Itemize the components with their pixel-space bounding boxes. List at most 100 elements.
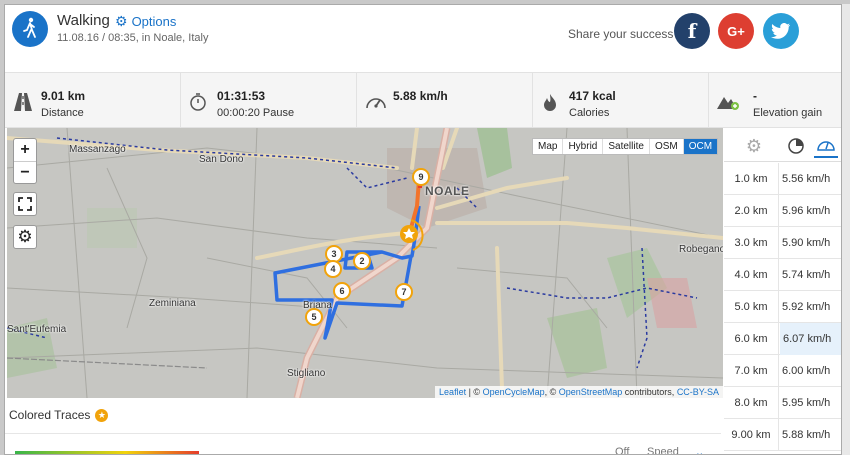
stat-elevation: - Elevation gain [709,73,841,129]
star-icon: ★ [95,408,109,422]
colored-traces-label: Colored Traces [9,408,91,422]
map-marker[interactable]: 5 [305,308,323,326]
stat-label: Elevation gain [753,107,823,119]
zoom-in-button[interactable]: + [20,141,30,158]
options-link[interactable]: ⚙ Options [115,13,176,30]
layer-osm[interactable]: OSM [650,139,684,154]
split-row: 3.0 km 5.90 km/h [724,227,841,259]
openstreetmap-link[interactable]: OpenStreetMap [558,387,623,397]
layer-map[interactable]: Map [533,139,564,154]
layer-ocm[interactable]: OCM [683,139,718,154]
split-row: 9.00 km 5.88 km/h [724,419,841,451]
map-attribution: Leaflet | © OpenCycleMap, © OpenStreetMa… [435,386,723,398]
stat-label: Calories [569,107,610,119]
split-row: 8.0 km 5.95 km/h [724,387,841,419]
layer-switcher: Map Hybrid Satellite OSM OCM [532,138,719,155]
page-scrollbar[interactable] [842,4,850,455]
speedometer-icon [366,98,386,109]
stat-value: - [753,89,757,103]
stats-bar: 9.01 km Distance 01:31:53 00:00:20 Pause… [5,72,841,129]
layer-satellite[interactable]: Satellite [603,139,650,154]
split-row: 5.0 km 5.92 km/h [724,291,841,323]
splits-tabs: ⚙ [724,128,841,162]
map-place-label: Briana [303,300,332,311]
chevron-down-icon[interactable]: ⌄ [695,447,705,455]
split-row: 1.0 km 5.56 km/h [724,163,841,195]
map-place-label: Massanzago [69,144,126,155]
twitter-bird-icon [771,23,791,39]
split-km: 8.0 km [724,387,779,419]
map-place-label: Robegano [679,244,723,255]
stat-value: 9.01 km [41,89,86,103]
traces-off-toggle[interactable]: Off [615,446,630,455]
zoom-control: + − [13,138,37,184]
zoom-out-button[interactable]: − [14,161,36,183]
map-place-label: Sant'Eufemia [7,324,67,335]
walking-icon [12,11,48,47]
stat-value: 417 kcal [569,89,616,103]
map-place-label: Stigliano [287,368,326,379]
activity-panel: Walking ⚙ Options 11.08.16 / 08:35, in N… [4,4,842,455]
stat-label: 00:00:20 Pause [217,107,295,119]
share-label: Share your success [568,27,674,41]
tab-settings[interactable]: ⚙ [742,134,766,158]
split-km: 6.0 km [724,323,779,355]
map-marker[interactable]: 9 [412,168,430,186]
split-row: 4.0 km 5.74 km/h [724,259,841,291]
split-speed: 5.95 km/h [782,397,831,409]
google-plus-share-button[interactable]: G+ [718,13,754,49]
stat-speed: 5.88 km/h [357,73,533,129]
split-speed: 5.90 km/h [782,237,831,249]
divider [5,433,721,434]
map-place-label: Zeminiana [149,298,196,309]
fullscreen-button[interactable] [13,192,37,216]
split-km: 3.0 km [724,227,779,259]
stat-duration: 01:31:53 00:00:20 Pause [181,73,357,129]
gear-icon: ⚙ [745,135,763,156]
trace-color-scale [15,451,199,454]
flame-icon [544,94,556,111]
split-km: 7.0 km [724,355,779,387]
options-label: Options [131,14,177,29]
split-row: 6.0 km 6.07 km/h [724,323,841,355]
split-row: 2.0 km 5.96 km/h [724,195,841,227]
layer-hybrid[interactable]: Hybrid [563,139,604,154]
activity-subtitle: 11.08.16 / 08:35, in Noale, Italy [57,32,209,44]
attribution-sep: , © [544,387,559,397]
stat-value: 5.88 km/h [393,89,448,103]
split-speed: 6.07 km/h [780,323,841,355]
attribution-sep: | © [466,387,483,397]
stat-distance: 9.01 km Distance [5,73,181,129]
attribution-sep: contributors, [622,387,677,397]
mountain-icon [717,97,739,110]
split-row: 7.0 km 6.00 km/h [724,355,841,387]
speedometer-icon [817,141,835,151]
split-km: 5.0 km [724,291,779,323]
split-speed: 6.00 km/h [782,365,831,377]
split-km: 9.00 km [724,419,779,451]
splits-panel: ⚙ 1.0 km 5.56 km/h 2.0 km 5.96 km/h 3.0 km… [724,128,841,454]
map-settings-button[interactable]: ⚙ [13,225,37,249]
license-link[interactable]: CC-BY-SA [676,387,719,397]
colored-traces-heading: Colored Traces ★ [9,408,109,422]
gear-icon: ⚙ [17,227,33,246]
twitter-share-button[interactable] [763,13,799,49]
activity-title: Walking [57,12,110,29]
route-map[interactable]: Massanzago San Dono NOALE Robegano Zemin… [7,128,723,398]
tab-speed[interactable] [814,134,838,158]
traces-speed-select[interactable]: Speed [647,446,679,455]
facebook-share-button[interactable]: f [674,13,710,49]
pie-clock-icon [788,138,804,154]
fullscreen-icon [18,197,32,211]
map-marker[interactable]: 2 [353,252,371,270]
leaflet-link[interactable]: Leaflet [439,387,467,397]
opencyclemap-link[interactable]: OpenCycleMap [482,387,545,397]
map-marker[interactable]: 7 [395,283,413,301]
map-place-label: NOALE [425,184,470,198]
split-speed: 5.56 km/h [782,173,831,185]
map-marker[interactable]: 4 [324,260,342,278]
map-marker[interactable]: 6 [333,282,351,300]
road-icon [14,93,32,111]
tab-pace[interactable] [784,134,808,158]
split-speed: 5.88 km/h [782,429,831,441]
